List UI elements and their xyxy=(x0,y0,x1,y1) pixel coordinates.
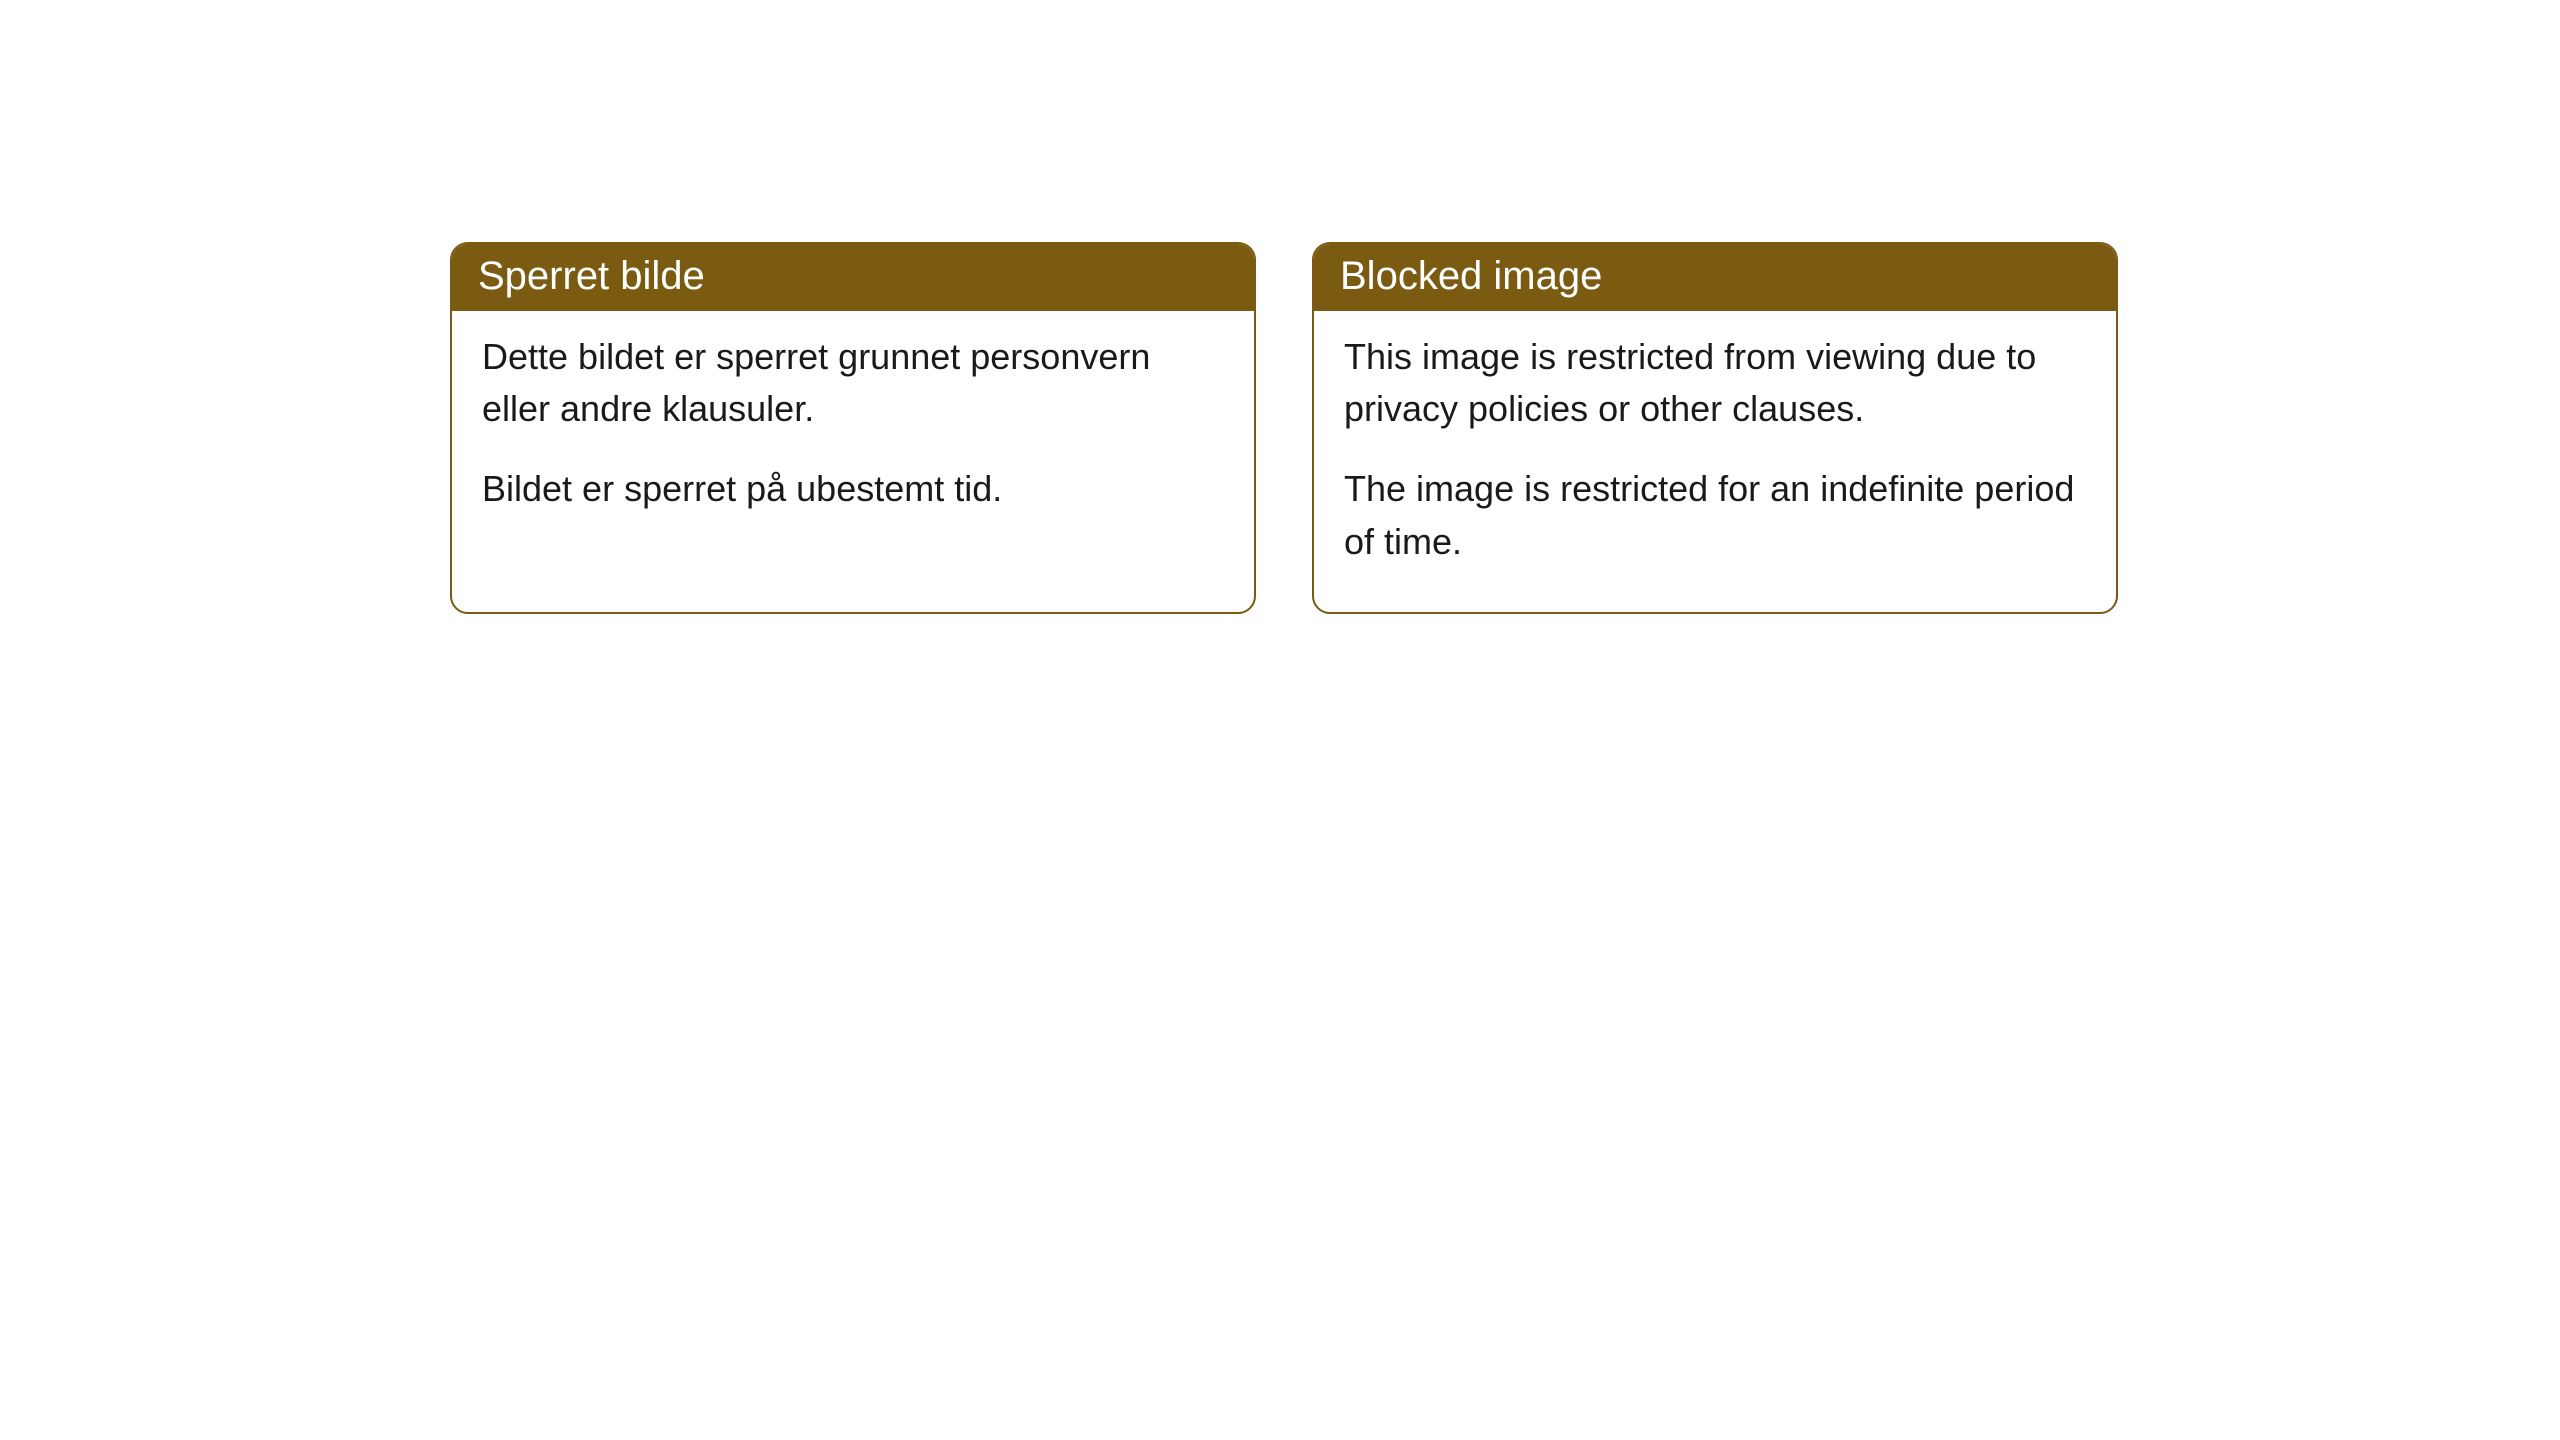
cards-container: Sperret bilde Dette bildet er sperret gr… xyxy=(450,242,2118,614)
card-body-english: This image is restricted from viewing du… xyxy=(1314,311,2116,612)
card-paragraph-1: This image is restricted from viewing du… xyxy=(1344,331,2086,435)
card-title: Sperret bilde xyxy=(478,254,705,298)
card-english: Blocked image This image is restricted f… xyxy=(1312,242,2118,614)
card-norwegian: Sperret bilde Dette bildet er sperret gr… xyxy=(450,242,1256,614)
card-paragraph-2: The image is restricted for an indefinit… xyxy=(1344,463,2086,567)
card-paragraph-1: Dette bildet er sperret grunnet personve… xyxy=(482,331,1224,435)
card-header-english: Blocked image xyxy=(1314,244,2116,311)
card-header-norwegian: Sperret bilde xyxy=(452,244,1254,311)
card-paragraph-2: Bildet er sperret på ubestemt tid. xyxy=(482,463,1224,515)
card-body-norwegian: Dette bildet er sperret grunnet personve… xyxy=(452,311,1254,560)
card-title: Blocked image xyxy=(1340,254,1602,298)
